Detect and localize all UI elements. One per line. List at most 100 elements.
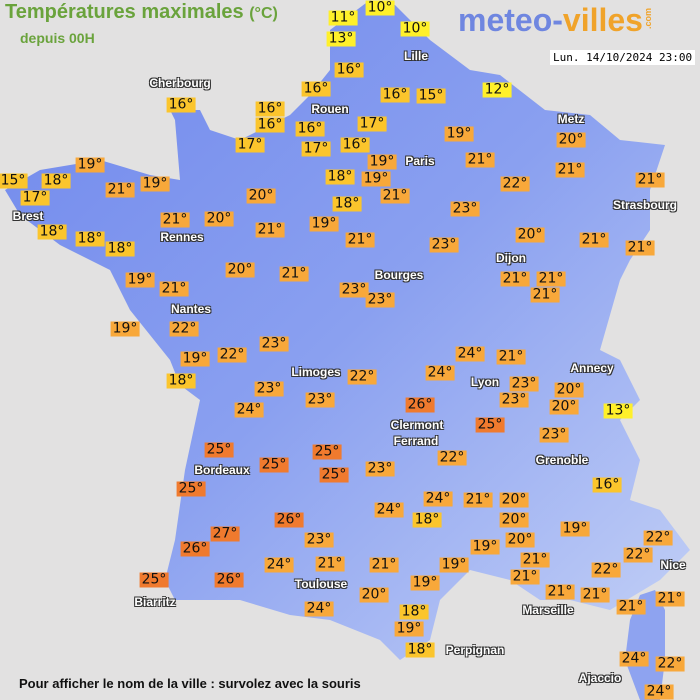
- temperature-marker[interactable]: 19°: [439, 556, 469, 573]
- temperature-marker[interactable]: 25°: [259, 456, 289, 473]
- temperature-marker[interactable]: 11°: [328, 9, 358, 26]
- temperature-marker[interactable]: 23°: [509, 375, 539, 392]
- temperature-marker[interactable]: 24°: [425, 364, 455, 381]
- temperature-marker[interactable]: 17°: [235, 136, 265, 153]
- temperature-marker[interactable]: 21°: [160, 211, 190, 228]
- temperature-marker[interactable]: 21°: [536, 270, 566, 287]
- temperature-marker[interactable]: 16°: [255, 100, 285, 117]
- temperature-marker[interactable]: 18°: [412, 511, 442, 528]
- temperature-marker[interactable]: 21°: [500, 270, 530, 287]
- temperature-marker[interactable]: 21°: [496, 348, 526, 365]
- temperature-marker[interactable]: 21°: [279, 265, 309, 282]
- temperature-marker[interactable]: 13°: [326, 30, 356, 47]
- temperature-marker[interactable]: 18°: [325, 168, 355, 185]
- temperature-marker[interactable]: 21°: [369, 556, 399, 573]
- meteo-villes-logo[interactable]: meteo-villes.com: [458, 2, 653, 39]
- temperature-marker[interactable]: 23°: [259, 335, 289, 352]
- temperature-marker[interactable]: 18°: [399, 603, 429, 620]
- temperature-marker[interactable]: 18°: [332, 195, 362, 212]
- temperature-marker[interactable]: 16°: [380, 86, 410, 103]
- temperature-marker[interactable]: 19°: [470, 538, 500, 555]
- temperature-marker[interactable]: 18°: [166, 372, 196, 389]
- temperature-marker[interactable]: 18°: [75, 230, 105, 247]
- temperature-marker[interactable]: 24°: [304, 600, 334, 617]
- temperature-marker[interactable]: 22°: [500, 175, 530, 192]
- temperature-marker[interactable]: 23°: [365, 460, 395, 477]
- temperature-marker[interactable]: 23°: [254, 380, 284, 397]
- temperature-marker[interactable]: 21°: [255, 221, 285, 238]
- temperature-marker[interactable]: 20°: [549, 398, 579, 415]
- temperature-marker[interactable]: 19°: [125, 271, 155, 288]
- temperature-marker[interactable]: 24°: [619, 650, 649, 667]
- temperature-marker[interactable]: 22°: [655, 655, 685, 672]
- temperature-marker[interactable]: 19°: [410, 574, 440, 591]
- temperature-marker[interactable]: 20°: [204, 210, 234, 227]
- temperature-marker[interactable]: 16°: [592, 476, 622, 493]
- temperature-marker[interactable]: 22°: [217, 346, 247, 363]
- temperature-marker[interactable]: 25°: [204, 441, 234, 458]
- temperature-marker[interactable]: 20°: [505, 531, 535, 548]
- temperature-marker[interactable]: 22°: [591, 561, 621, 578]
- temperature-marker[interactable]: 20°: [499, 511, 529, 528]
- temperature-marker[interactable]: 10°: [365, 0, 395, 16]
- temperature-marker[interactable]: 22°: [623, 546, 653, 563]
- temperature-marker[interactable]: 21°: [105, 181, 135, 198]
- temperature-marker[interactable]: 17°: [357, 115, 387, 132]
- temperature-marker[interactable]: 21°: [510, 568, 540, 585]
- temperature-marker[interactable]: 22°: [169, 320, 199, 337]
- temperature-marker[interactable]: 19°: [444, 125, 474, 142]
- temperature-marker[interactable]: 19°: [361, 170, 391, 187]
- temperature-marker[interactable]: 15°: [416, 87, 446, 104]
- temperature-marker[interactable]: 21°: [625, 239, 655, 256]
- temperature-marker[interactable]: 19°: [560, 520, 590, 537]
- temperature-marker[interactable]: 15°: [0, 172, 28, 189]
- temperature-marker[interactable]: 16°: [166, 96, 196, 113]
- temperature-marker[interactable]: 20°: [499, 491, 529, 508]
- temperature-marker[interactable]: 13°: [603, 402, 633, 419]
- temperature-marker[interactable]: 20°: [225, 261, 255, 278]
- temperature-marker[interactable]: 23°: [539, 426, 569, 443]
- temperature-marker[interactable]: 26°: [180, 540, 210, 557]
- temperature-marker[interactable]: 23°: [304, 531, 334, 548]
- temperature-marker[interactable]: 21°: [530, 286, 560, 303]
- temperature-marker[interactable]: 20°: [246, 187, 276, 204]
- temperature-marker[interactable]: 21°: [465, 151, 495, 168]
- temperature-marker[interactable]: 24°: [234, 401, 264, 418]
- temperature-marker[interactable]: 25°: [312, 443, 342, 460]
- temperature-marker[interactable]: 19°: [140, 175, 170, 192]
- temperature-marker[interactable]: 21°: [520, 551, 550, 568]
- temperature-marker[interactable]: 21°: [580, 586, 610, 603]
- temperature-marker[interactable]: 25°: [475, 416, 505, 433]
- temperature-marker[interactable]: 23°: [429, 236, 459, 253]
- temperature-marker[interactable]: 24°: [374, 501, 404, 518]
- temperature-marker[interactable]: 21°: [380, 187, 410, 204]
- temperature-marker[interactable]: 22°: [347, 368, 377, 385]
- temperature-marker[interactable]: 21°: [616, 598, 646, 615]
- temperature-marker[interactable]: 24°: [264, 556, 294, 573]
- temperature-marker[interactable]: 21°: [159, 280, 189, 297]
- temperature-marker[interactable]: 23°: [305, 391, 335, 408]
- temperature-marker[interactable]: 22°: [643, 529, 673, 546]
- temperature-marker[interactable]: 24°: [423, 490, 453, 507]
- temperature-marker[interactable]: 25°: [139, 571, 169, 588]
- temperature-marker[interactable]: 19°: [394, 620, 424, 637]
- temperature-marker[interactable]: 21°: [345, 231, 375, 248]
- temperature-marker[interactable]: 20°: [515, 226, 545, 243]
- temperature-marker[interactable]: 12°: [482, 81, 512, 98]
- temperature-marker[interactable]: 18°: [41, 172, 71, 189]
- temperature-marker[interactable]: 24°: [644, 683, 674, 700]
- temperature-marker[interactable]: 16°: [301, 80, 331, 97]
- temperature-marker[interactable]: 21°: [635, 171, 665, 188]
- temperature-marker[interactable]: 23°: [499, 391, 529, 408]
- temperature-marker[interactable]: 23°: [365, 291, 395, 308]
- temperature-marker[interactable]: 22°: [437, 449, 467, 466]
- temperature-marker[interactable]: 18°: [105, 240, 135, 257]
- temperature-marker[interactable]: 19°: [367, 153, 397, 170]
- temperature-marker[interactable]: 20°: [556, 131, 586, 148]
- temperature-marker[interactable]: 19°: [180, 350, 210, 367]
- temperature-marker[interactable]: 19°: [110, 320, 140, 337]
- temperature-marker[interactable]: 16°: [334, 61, 364, 78]
- temperature-marker[interactable]: 24°: [455, 345, 485, 362]
- temperature-marker[interactable]: 21°: [579, 231, 609, 248]
- temperature-marker[interactable]: 25°: [176, 480, 206, 497]
